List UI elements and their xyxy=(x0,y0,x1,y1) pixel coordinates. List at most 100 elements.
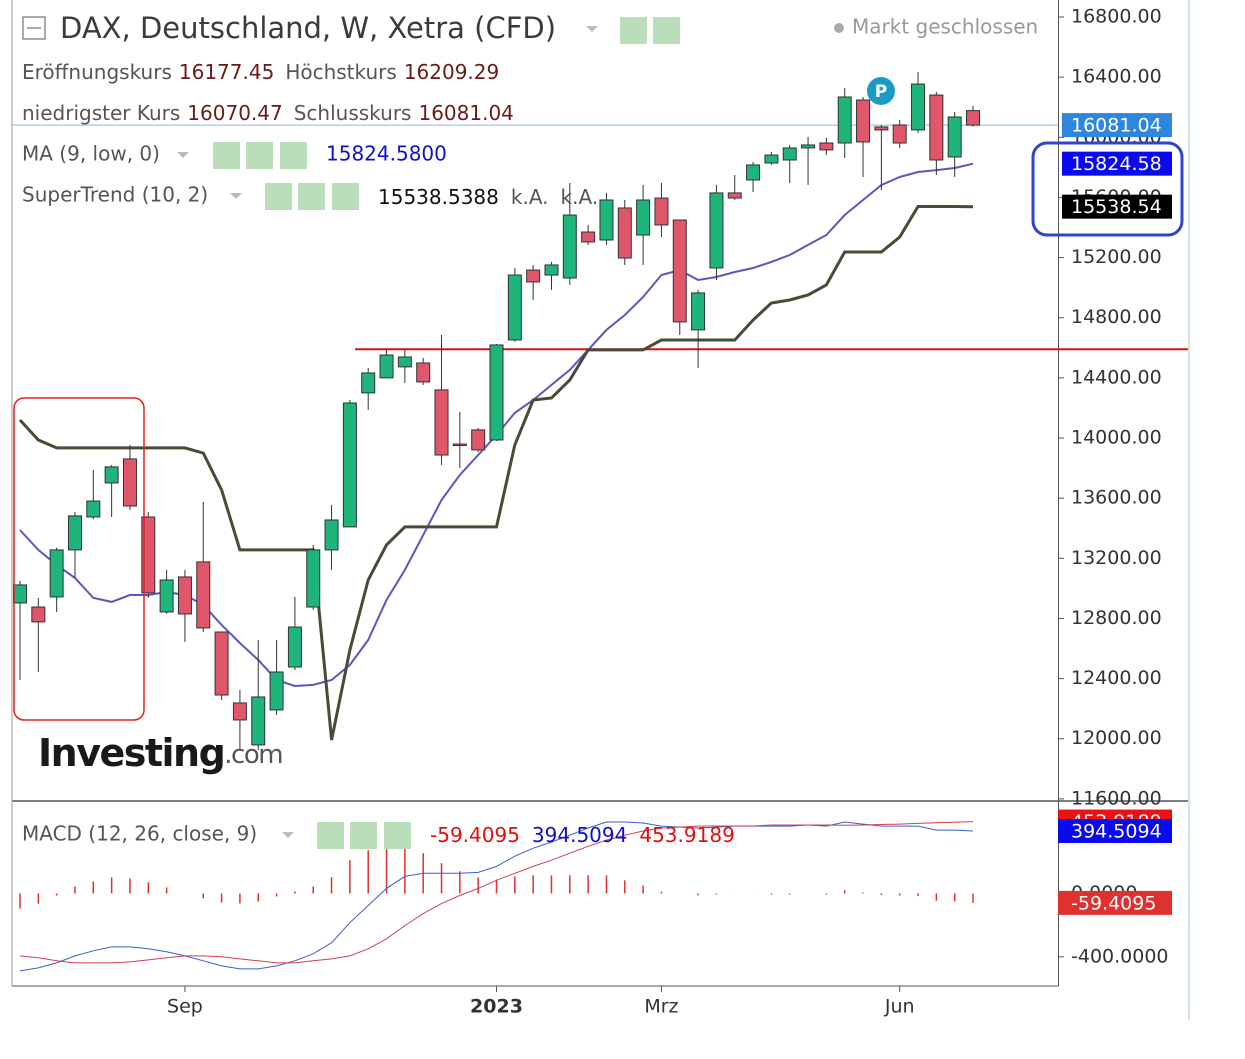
legend-label: niedrigster Kurs xyxy=(22,101,180,125)
candle-body xyxy=(709,192,724,269)
x-tick-label: Mrz xyxy=(644,996,678,1018)
legend-label: SuperTrend (10, 2) xyxy=(22,183,208,207)
candle-body xyxy=(159,579,174,613)
candle-body xyxy=(819,142,834,151)
candle-body xyxy=(141,516,156,594)
macd-plot xyxy=(19,821,974,972)
icon[interactable] xyxy=(317,822,344,849)
candle-body xyxy=(232,702,247,721)
price-plot xyxy=(12,72,1188,751)
icon[interactable] xyxy=(350,822,377,849)
legend-value: 16209.29 xyxy=(404,60,499,84)
status-dot xyxy=(834,23,844,33)
icon[interactable] xyxy=(298,183,325,210)
icon[interactable] xyxy=(265,183,292,210)
candle-body xyxy=(434,389,449,456)
candle-body xyxy=(49,549,64,598)
price-label-box xyxy=(1062,113,1172,138)
legend-value: 15538.5388 k.A. k.A. xyxy=(378,185,598,209)
ohlc-legend: niedrigster Kurs 16070.47 Schlusskurs 16081… xyxy=(22,101,514,125)
candle-body xyxy=(599,199,614,241)
x-tick-label: Sep xyxy=(167,996,203,1018)
chart-title: DAX, Deutschland, W, Xetra (CFD) xyxy=(60,11,556,45)
candle-body xyxy=(177,576,192,615)
dropdown[interactable] xyxy=(586,26,598,32)
value-box xyxy=(1058,890,1172,915)
y-tick-label: 12000.00 xyxy=(1071,727,1162,749)
icon[interactable] xyxy=(246,142,273,169)
collapse-icon[interactable] xyxy=(22,16,46,40)
candle-body xyxy=(361,372,376,394)
candle-body xyxy=(86,500,101,518)
candle-body xyxy=(746,164,761,181)
candle-body xyxy=(269,671,284,711)
candle-body xyxy=(306,549,321,608)
value-label: -59.4095 xyxy=(1071,892,1156,914)
y-tick-label: 12800.00 xyxy=(1071,607,1162,629)
legend-value: 453.9189 xyxy=(639,823,734,847)
icon[interactable] xyxy=(653,17,680,44)
candle-body xyxy=(471,429,486,451)
indicator-label: 15824.58 xyxy=(1071,153,1162,175)
candle-body xyxy=(929,94,944,161)
legend-label: Schlusskurs xyxy=(294,101,412,125)
icon[interactable] xyxy=(213,142,240,169)
marker[interactable] xyxy=(867,77,895,105)
candle-body xyxy=(966,110,980,126)
y-tick-label: 12400.00 xyxy=(1071,667,1162,689)
legend-label: MA (9, low, 0) xyxy=(22,142,160,166)
legend-value: 16177.45 xyxy=(179,60,274,84)
candle-body xyxy=(856,99,871,143)
candle-body xyxy=(13,584,27,604)
candle-body xyxy=(397,356,412,368)
y-tick-label: 14000.00 xyxy=(1071,427,1162,449)
candle-body xyxy=(911,83,926,131)
y-tick-label: 14400.00 xyxy=(1071,366,1162,388)
legend-value: k.A. xyxy=(561,185,599,209)
dropdown[interactable] xyxy=(230,193,242,199)
ohlc-legend: Eröffnungskurs 16177.45 Höchstkurs 16209.29 xyxy=(22,60,499,84)
logo: Investing.com xyxy=(38,731,282,775)
icon[interactable] xyxy=(280,142,307,169)
candle-body xyxy=(727,192,742,199)
y-tick-label: 16400.00 xyxy=(1071,66,1162,88)
price-label: 16081.04 xyxy=(1071,115,1162,137)
candle-body xyxy=(507,274,522,341)
candle-body xyxy=(379,354,394,379)
icon[interactable] xyxy=(384,822,411,849)
candle-body xyxy=(489,344,504,441)
candle-body xyxy=(342,402,357,528)
y-tick-label: 13600.00 xyxy=(1071,487,1162,509)
icon[interactable] xyxy=(332,183,359,210)
indicator-label: 15538.54 xyxy=(1071,196,1162,218)
legend-label: MACD (12, 26, close, 9) xyxy=(22,822,257,846)
candle-body xyxy=(562,214,577,279)
candle-body xyxy=(874,126,889,131)
candle-body xyxy=(104,466,119,484)
candle-body xyxy=(31,606,46,623)
candle-body xyxy=(617,207,632,259)
macd-line xyxy=(19,821,974,964)
candle-body xyxy=(892,124,907,144)
legend-value: 15538.5388 xyxy=(378,185,499,209)
logo: Investing xyxy=(38,731,224,775)
candle-body xyxy=(947,116,962,158)
macd-legend: -59.4095 394.5094 453.9189 xyxy=(430,823,735,847)
candle-body xyxy=(214,631,229,696)
candle-body xyxy=(251,696,266,746)
value-box xyxy=(1058,818,1172,843)
icon[interactable] xyxy=(620,17,647,44)
legend-value: k.A. xyxy=(511,185,549,209)
candle-body xyxy=(801,144,816,149)
candle-body xyxy=(837,96,852,144)
axes: 16800.0016400.0016000.0015600.0015200.00… xyxy=(167,5,1172,1018)
candle-body xyxy=(544,264,559,276)
dropdown[interactable] xyxy=(282,832,294,838)
candle-body xyxy=(416,362,431,383)
dropdown[interactable] xyxy=(177,152,189,158)
highlight-box xyxy=(13,397,145,721)
y-tick-label: 13200.00 xyxy=(1071,547,1162,569)
legend-value: 16081.04 xyxy=(418,101,513,125)
candle-body xyxy=(287,626,302,668)
indicator-label-box xyxy=(1062,151,1172,176)
